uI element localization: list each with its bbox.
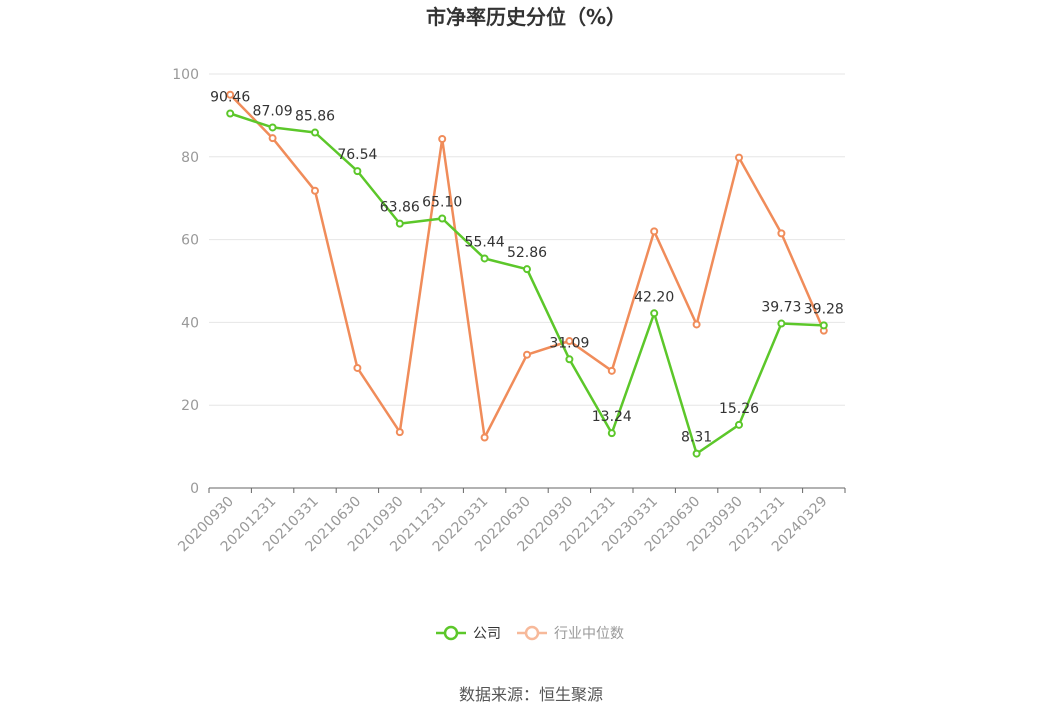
- x-axis-tick-labels: 2020093020201231202103312021063020210930…: [175, 494, 830, 556]
- data-point-company: [311, 128, 319, 137]
- data-point-company: [819, 321, 828, 330]
- data-point-company: [777, 319, 786, 328]
- legend-label: 公司: [473, 626, 501, 642]
- data-point-company: [565, 355, 574, 364]
- data-label-company: 87.09: [253, 103, 293, 119]
- data-point-industry-median: [311, 186, 319, 195]
- y-axis-tick-labels: 0 20 40 60 80 100: [172, 67, 199, 497]
- data-label-company: 63.86: [380, 200, 420, 216]
- data-point-company: [480, 254, 489, 263]
- data-label-company: 15.26: [719, 401, 759, 417]
- data-point-industry-median: [607, 366, 616, 375]
- legend: 公司 行业中位数: [436, 625, 624, 642]
- data-point-company: [692, 449, 701, 458]
- data-label-company: 39.73: [761, 300, 801, 316]
- data-label-company: 8.31: [681, 430, 712, 446]
- data-point-industry-median: [692, 320, 701, 329]
- data-label-company: 31.09: [549, 335, 589, 351]
- legend-item-company[interactable]: 公司: [436, 625, 501, 642]
- data-point-company: [607, 429, 616, 438]
- data-point-industry-median: [565, 337, 574, 346]
- data-source-note: 数据来源：恒生聚源: [459, 685, 603, 704]
- y-tick-label: 20: [181, 398, 199, 414]
- data-point-industry-median: [777, 229, 786, 238]
- data-point-industry-median: [438, 134, 447, 143]
- axes: [208, 487, 846, 493]
- data-point-industry-median: [735, 153, 743, 162]
- legend-marker-swatch: [443, 625, 459, 641]
- series-lines: [226, 90, 828, 458]
- data-point-company: [226, 109, 235, 118]
- data-point-industry-median: [226, 90, 235, 99]
- data-point-industry-median: [523, 350, 531, 359]
- data-point-industry-median: [480, 433, 489, 442]
- data-point-company: [523, 265, 531, 274]
- data-label-company: 13.24: [592, 409, 632, 425]
- data-point-company: [438, 214, 447, 223]
- data-point-company: [395, 219, 404, 228]
- y-tick-label: 40: [181, 315, 199, 331]
- y-tick-label: 100: [172, 67, 199, 83]
- data-point-industry-median: [650, 227, 659, 236]
- data-point-company: [353, 167, 362, 176]
- data-label-company: 52.86: [507, 245, 547, 261]
- data-point-company: [650, 309, 659, 318]
- data-label-company: 65.10: [422, 194, 462, 210]
- data-label-company: 76.54: [337, 147, 377, 163]
- y-tick-label: 0: [190, 481, 199, 497]
- data-point-industry-median: [395, 428, 404, 437]
- legend-label: 行业中位数: [554, 626, 624, 642]
- data-label-company: 85.86: [295, 109, 335, 125]
- data-label-company: 55.44: [465, 234, 505, 250]
- data-label-company: 39.28: [804, 301, 844, 317]
- chart-title: 市净率历史分位（%）: [426, 5, 626, 29]
- data-point-company: [268, 123, 277, 132]
- y-tick-label: 80: [181, 150, 199, 166]
- data-label-company: 90.46: [210, 89, 250, 105]
- legend-item-industry-median[interactable]: 行业中位数: [517, 625, 624, 642]
- data-point-industry-median: [268, 134, 277, 143]
- data-label-company: 42.20: [634, 289, 674, 305]
- y-tick-label: 60: [181, 233, 199, 249]
- legend-marker-swatch: [524, 625, 540, 641]
- data-point-industry-median: [353, 363, 362, 372]
- data-point-company: [735, 420, 743, 429]
